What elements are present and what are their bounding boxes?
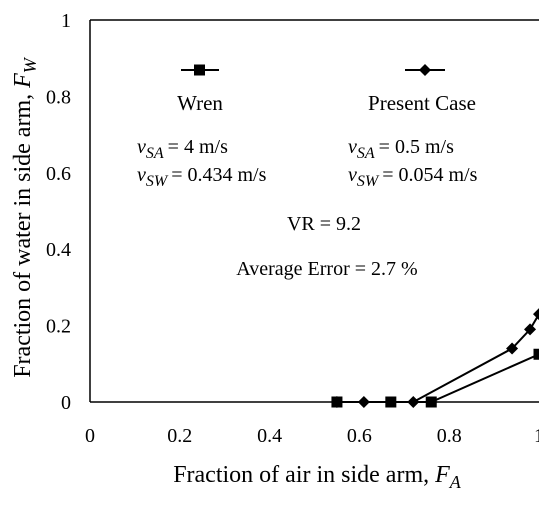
y-tick-label: 0.6	[46, 163, 71, 185]
average-error-annotation: Average Error = 2.7 %	[236, 258, 417, 280]
present-vsw-annotation: vSW = 0.054 m/s	[348, 164, 478, 190]
x-tick-labels: 0 0.2 0.4 0.6 0.8 1	[85, 425, 539, 447]
x-tick-label: 0.4	[257, 425, 282, 447]
legend-present-marker	[419, 64, 431, 76]
x-tick-label: 0	[85, 425, 95, 447]
legend-entry-wren: Wren	[177, 64, 223, 115]
wren-vsa-symbol: v	[137, 136, 146, 158]
data-point-present-case	[357, 396, 370, 408]
y-axis-title-var: F	[10, 73, 36, 89]
y-tick-label: 0	[61, 392, 71, 414]
y-axis-title-sub: W	[20, 56, 40, 73]
legend: Wren Present Case	[177, 64, 476, 115]
x-axis-title: Fraction of air in side arm, FA	[173, 462, 462, 492]
x-tick-label: 0.6	[347, 425, 372, 447]
legend-present-label: Present Case	[368, 91, 476, 115]
data-point-present-case	[407, 396, 420, 408]
x-axis-title-main: Fraction of air in side arm,	[173, 462, 435, 488]
present-vsw-subscript: SW	[357, 173, 380, 190]
wren-vsw-value: = 0.434 m/s	[171, 164, 266, 186]
data-point-wren	[425, 396, 437, 408]
present-vsa-annotation: vSA = 0.5 m/s	[348, 136, 454, 162]
y-tick-labels: 0 0.2 0.4 0.6 0.8 1	[46, 10, 71, 414]
y-axis-title: Fraction of water in side arm, FW	[10, 56, 40, 378]
data-point-present-case	[330, 396, 343, 408]
y-tick-label: 0.2	[46, 316, 71, 338]
x-axis-title-sub: A	[449, 472, 462, 492]
present-vsa-subscript: SA	[357, 145, 375, 162]
present-vsw-symbol: v	[348, 164, 357, 186]
wren-vsw-annotation: vSW = 0.434 m/s	[137, 164, 267, 190]
x-tick-label: 0.8	[437, 425, 462, 447]
data-point-present-case	[506, 342, 519, 355]
present-vsa-symbol: v	[348, 136, 357, 158]
legend-wren-label: Wren	[177, 91, 223, 115]
y-axis-title-main: Fraction of water in side arm,	[10, 88, 36, 378]
wren-vsa-annotation: vSA = 4 m/s	[137, 136, 228, 162]
data-point-present-case	[524, 323, 537, 336]
legend-wren-marker	[194, 64, 205, 76]
x-axis-title-var: F	[434, 462, 450, 488]
vr-annotation: VR = 9.2	[287, 213, 361, 235]
wren-vsw-subscript: SW	[146, 173, 169, 190]
y-tick-label: 1	[61, 10, 71, 32]
data-point-present-case	[533, 308, 539, 321]
present-vsa-value: = 0.5 m/s	[379, 136, 454, 158]
series-line-wren	[336, 353, 539, 403]
x-tick-label: 1	[534, 425, 539, 447]
wren-vsa-value: = 4 m/s	[168, 136, 228, 158]
wren-vsw-symbol: v	[137, 164, 146, 186]
present-vsw-value: = 0.054 m/s	[382, 164, 477, 186]
y-tick-label: 0.4	[46, 239, 71, 261]
y-tick-label: 0.8	[46, 86, 71, 108]
legend-entry-present-case: Present Case	[368, 64, 476, 115]
data-point-wren	[533, 348, 539, 360]
series-layer	[330, 308, 539, 408]
x-tick-label: 0.2	[167, 425, 192, 447]
series-line-present-case	[336, 313, 539, 403]
wren-vsa-subscript: SA	[146, 145, 164, 162]
